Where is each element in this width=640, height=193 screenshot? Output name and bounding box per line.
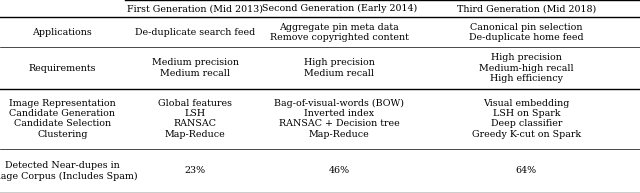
Text: Requirements: Requirements bbox=[29, 63, 96, 73]
Text: 23%: 23% bbox=[184, 166, 206, 175]
Text: De-duplicate search feed: De-duplicate search feed bbox=[135, 28, 255, 37]
Text: Canonical pin selection
De-duplicate home feed: Canonical pin selection De-duplicate hom… bbox=[469, 23, 584, 42]
Text: Image Representation
Candidate Generation
Candidate Selection
Clustering: Image Representation Candidate Generatio… bbox=[9, 99, 116, 139]
Text: Visual embedding
LSH on Spark
Deep classifier
Greedy K-cut on Spark: Visual embedding LSH on Spark Deep class… bbox=[472, 99, 581, 139]
Text: Third Generation (Mid 2018): Third Generation (Mid 2018) bbox=[457, 4, 596, 13]
Text: Medium precision
Medium recall: Medium precision Medium recall bbox=[152, 58, 239, 78]
Text: Applications: Applications bbox=[33, 28, 92, 37]
Text: Detected Near-dupes in
Image Corpus (Includes Spam): Detected Near-dupes in Image Corpus (Inc… bbox=[0, 161, 137, 181]
Text: Aggregate pin meta data
Remove copyrighted content: Aggregate pin meta data Remove copyright… bbox=[270, 23, 408, 42]
Text: Global features
LSH
RANSAC
Map-Reduce: Global features LSH RANSAC Map-Reduce bbox=[158, 99, 232, 139]
Text: Second Generation (Early 2014): Second Generation (Early 2014) bbox=[262, 4, 417, 13]
Text: High precision
Medium recall: High precision Medium recall bbox=[304, 58, 374, 78]
Text: 64%: 64% bbox=[516, 166, 537, 175]
Text: High precision
Medium-high recall
High efficiency: High precision Medium-high recall High e… bbox=[479, 53, 573, 83]
Text: 46%: 46% bbox=[328, 166, 350, 175]
Text: Bag-of-visual-words (BOW)
Inverted index
RANSAC + Decision tree
Map-Reduce: Bag-of-visual-words (BOW) Inverted index… bbox=[274, 99, 404, 139]
Text: First Generation (Mid 2013): First Generation (Mid 2013) bbox=[127, 4, 263, 13]
